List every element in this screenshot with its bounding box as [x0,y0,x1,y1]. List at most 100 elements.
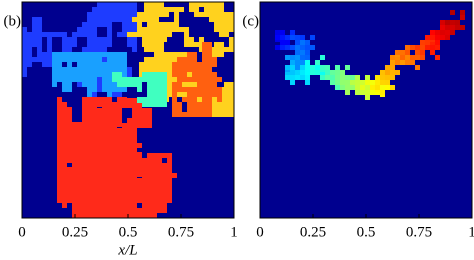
cluster-pixel [117,52,122,57]
cluster-pixel [107,218,112,223]
cluster-pixel [82,218,87,223]
cluster-pixel [212,62,217,67]
cluster-pixel [112,218,117,223]
cluster-pixel [117,82,122,87]
cluster-pixel [132,178,137,183]
cluster-pixel [122,12,127,17]
cluster-pixel [92,17,97,22]
cluster-pixel [157,158,162,163]
cluster-pixel [177,102,182,107]
cluster-pixel [234,92,239,97]
cluster-pixel [234,112,239,117]
cluster-pixel [82,182,87,187]
cluster-pixel [82,107,87,112]
cluster-pixel [107,198,112,203]
cluster-pixel [97,218,102,223]
cluster-pixel [147,208,152,213]
cluster-pixel [102,158,107,163]
cluster-pixel [77,187,82,192]
cluster-pixel [107,183,112,188]
cluster-pixel [122,218,127,223]
cluster-pixel [112,192,117,197]
cluster-pixel [162,153,167,158]
cluster-pixel [72,153,77,158]
cluster-pixel [62,122,67,127]
cluster-pixel [82,142,87,147]
cluster-pixel [152,153,157,158]
cluster-pixel [122,52,127,57]
cluster-pixel [82,47,87,52]
cluster-pixel [107,12,112,17]
cluster-pixel [82,32,87,37]
cluster-pixel [22,72,27,77]
cluster-pixel [182,87,187,92]
cluster-pixel [112,218,117,223]
cluster-pixel [97,132,102,137]
cluster-pixel [92,72,97,77]
cluster-pixel [127,32,132,37]
cluster-pixel [202,92,207,97]
cluster-pixel [67,67,72,72]
cluster-pixel [157,153,162,158]
cluster-pixel [87,127,92,132]
cluster-pixel [152,208,157,213]
cluster-pixel [157,168,162,173]
cluster-pixel [92,107,97,112]
cluster-pixel [37,57,42,62]
cluster-pixel [137,153,142,158]
cluster-pixel [117,77,122,82]
cluster-pixel [87,22,92,27]
cluster-pixel [92,27,97,32]
cluster-pixel [97,177,102,182]
cluster-pixel [77,182,82,187]
cluster-pixel [22,27,27,32]
cluster-pixel [184,42,189,47]
cluster-pixel [82,153,87,158]
cluster-pixel [82,117,87,122]
cluster-pixel [102,193,107,198]
cluster-pixel [72,37,77,42]
cluster-pixel [117,198,122,203]
cluster-pixel [87,218,92,223]
cluster-pixel [197,107,202,112]
cluster-pixel [87,218,92,223]
cluster-pixel [117,183,122,188]
cluster-pixel [162,32,167,37]
cluster-pixel [67,137,72,142]
cluster-pixel [224,92,229,97]
cluster-pixel [209,12,214,17]
cluster-pixel [132,198,137,203]
cluster-pixel [102,153,107,158]
cluster-pixel [137,113,142,118]
cluster-pixel [82,57,87,62]
cluster-pixel [87,132,92,137]
cluster-pixel [122,218,127,223]
cluster-pixel [122,103,127,108]
cluster-pixel [127,103,132,108]
cluster-pixel [127,128,132,133]
cluster-pixel [87,218,92,223]
cluster-pixel [77,27,82,32]
cluster-pixel [97,213,102,218]
cluster-pixel [77,167,82,172]
cluster-pixel [142,203,147,208]
cluster-pixel [97,167,102,172]
cluster-pixel [107,208,112,213]
cluster-pixel [147,97,152,102]
cluster-pixel [102,218,107,223]
cluster-pixel [234,107,239,112]
cluster-pixel [92,167,97,172]
cluster-pixel [97,208,102,213]
cluster-pixel [87,147,92,152]
cluster-pixel [152,27,157,32]
cluster-pixel [122,218,127,223]
cluster-pixel [62,72,67,77]
cluster-pixel [142,218,147,223]
cluster-pixel [194,82,199,87]
cluster-pixel [147,163,152,168]
cluster-pixel [77,57,82,62]
panel: 0 0.25 0.5 0.75 1(b)x/L [4,1,239,258]
cluster-pixel [219,42,224,47]
cluster-pixel [127,158,132,163]
cluster-pixel [169,72,174,77]
